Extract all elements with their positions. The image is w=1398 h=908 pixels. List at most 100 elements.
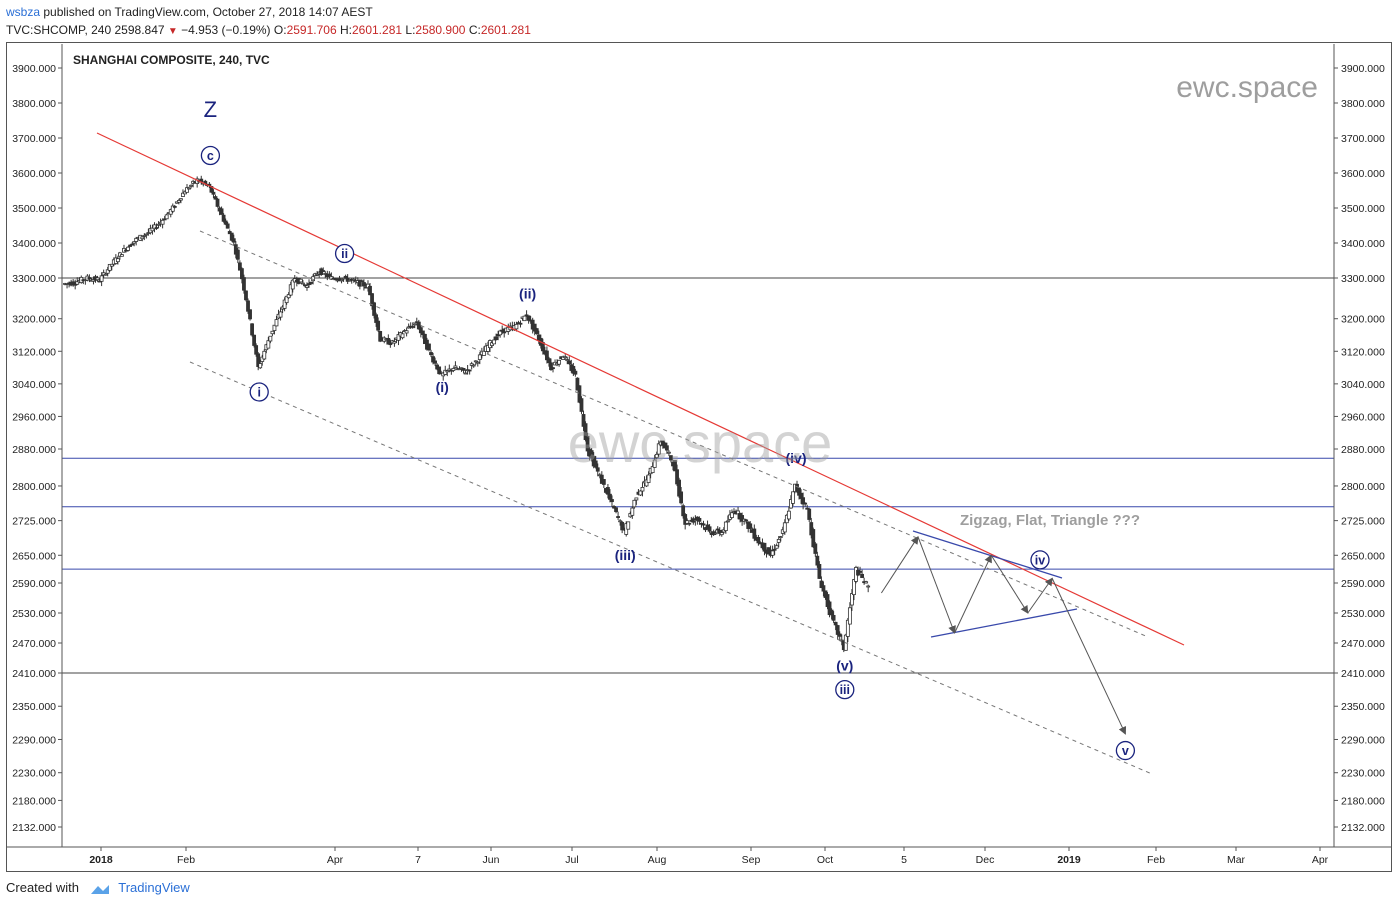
candle-body [309,281,313,284]
candle-body [284,295,289,304]
candle-body [664,445,669,451]
candle-body [475,361,480,364]
projection-arrow[interactable] [1051,578,1127,735]
candle-body [185,187,189,193]
y-tick-label-right: 3900.000 [1341,63,1385,75]
candle-body [368,285,372,296]
candle-body [303,284,307,287]
candle-body [469,363,474,366]
candle-body [683,514,688,525]
candle-body [545,350,549,361]
candle-body [817,564,822,579]
chart-frame[interactable] [6,42,1392,872]
wave-label: (iii) [615,547,636,563]
low-value: 2580.900 [415,23,466,37]
candle-body [837,633,842,637]
candle-body [831,615,836,621]
candle-body [164,214,169,220]
wave-label: iii [835,679,855,700]
candle-body [327,273,332,277]
candle-body [673,460,677,472]
triangle-lower-line[interactable] [930,608,1078,638]
candle-body [638,490,643,496]
x-tick-label: 2019 [1057,854,1081,866]
candle-body [471,364,476,367]
candle-body [579,398,584,412]
candle-body [412,323,417,326]
y-tick-label-left: 3040.000 [12,379,56,391]
y-tick-label-right: 2290.000 [1341,734,1385,746]
low-label: L: [405,23,416,37]
y-tick-label-right: 2230.000 [1341,768,1385,780]
candle-body [115,258,120,263]
x-tick-label: Feb [177,854,195,866]
candle-body [614,507,618,513]
candle-body [549,362,553,371]
candle-body [278,311,283,318]
candle-body [583,423,588,441]
scenario-annotation: Zigzag, Flat, Triangle ??? [960,512,1140,529]
projection-arrow[interactable] [917,536,956,634]
candle-body [386,338,391,345]
candle-body [829,609,834,616]
candle-body [736,510,740,515]
candle-body [573,370,578,375]
symbol-label: TVC:SHCOMP, 240 [6,23,112,37]
y-tick-label-right: 3800.000 [1341,98,1385,110]
y-tick-label-right: 3400.000 [1341,238,1385,250]
candle-body [656,443,661,455]
candle-body [827,601,832,616]
projection-arrow[interactable] [954,554,992,634]
candle-body [847,607,852,625]
candle-body [667,451,671,454]
y-tick-label-left: 3300.000 [12,273,56,285]
lower-channel-line[interactable] [189,361,1153,775]
projection-arrow[interactable] [1027,577,1053,614]
candle-body [107,263,112,271]
projection-arrow[interactable] [990,555,1029,614]
y-tick-label-left: 2350.000 [12,701,56,713]
candle-body [103,273,108,276]
y-tick-label-left: 2230.000 [12,768,56,780]
y-tick-label-left: 3900.000 [12,63,56,75]
candle-body [675,469,679,485]
upper-channel-line[interactable] [199,230,1149,638]
candle-body [120,254,124,257]
x-tick-label: 2018 [89,854,113,866]
high-label: H: [339,23,352,37]
candle-body [130,243,135,246]
candle-body [301,282,305,285]
tradingview-link[interactable]: TradingView [118,880,190,895]
candle-body [250,323,254,336]
wave-label: i [249,382,269,402]
candle-body [770,550,775,556]
y-tick-label-left: 2470.000 [12,638,56,650]
candle-body [225,223,230,229]
candle-body [593,460,598,468]
candle-body [231,238,236,243]
candle-body [339,279,344,282]
y-tick-label-right: 2590.000 [1341,578,1385,590]
candle-body [288,284,293,296]
projection-arrow[interactable] [880,535,919,594]
candle-body [215,198,220,207]
candle-body [341,277,346,280]
candle-body [246,300,250,312]
candle-body [457,368,462,371]
candle-body [463,372,468,375]
y-tick-label-right: 3300.000 [1341,273,1385,285]
candle-body [532,323,537,332]
candle-body [242,277,246,291]
candle-body [75,281,80,285]
candle-body [144,233,149,236]
wave-label: Z [204,97,217,122]
y-tick-label-right: 2650.000 [1341,550,1385,562]
author-link[interactable]: wsbza [6,5,41,19]
ohlc-line: TVC:SHCOMP, 240 2598.847 ▼ −4.953 (−0.19… [6,23,531,37]
y-tick-label-right: 2180.000 [1341,795,1385,807]
candle-body [589,450,594,458]
publish-info: published on TradingView.com, October 27… [43,5,373,19]
candle-body [410,326,415,328]
candle-body [357,279,362,287]
